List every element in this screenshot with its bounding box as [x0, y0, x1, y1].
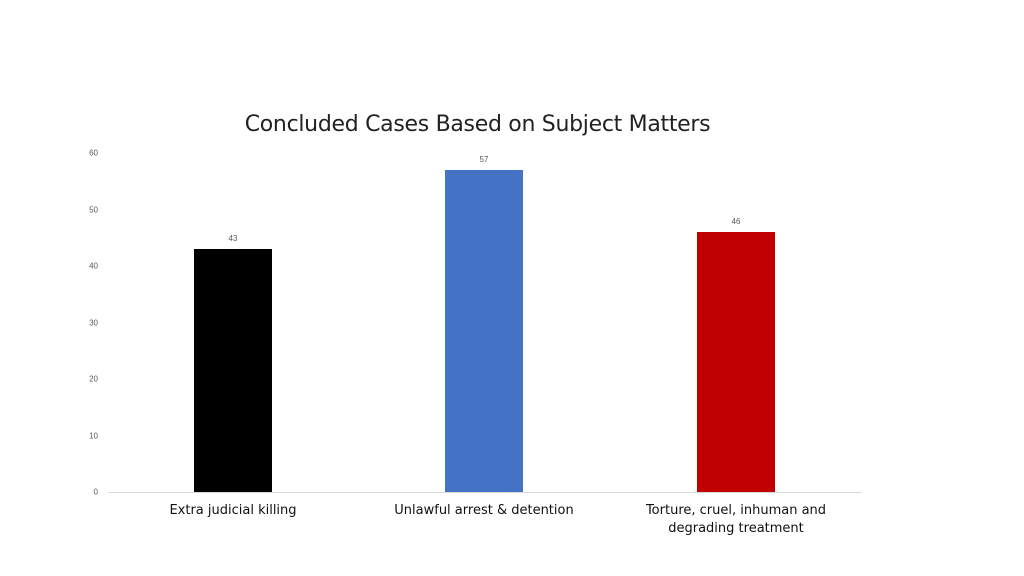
x-label-torture-treatment: Torture, cruel, inhuman and degrading tr…: [645, 503, 827, 536]
y-tick-20: 20: [89, 374, 98, 384]
bar-unlawful-arrest-detention: [445, 170, 523, 492]
y-tick-40: 40: [89, 261, 98, 271]
x-label-extra-judicial-killing: Extra judicial killing: [169, 503, 297, 518]
data-label-extra-judicial-killing: 43: [228, 234, 238, 243]
y-tick-10: 10: [89, 431, 98, 440]
y-tick-60: 60: [89, 148, 98, 158]
chart-title: Concluded Cases Based on Subject Matters: [244, 112, 711, 137]
x-axis-line: [108, 492, 862, 493]
y-tick-50: 50: [89, 205, 98, 214]
data-label-torture-treatment: 46: [731, 217, 741, 226]
data-label-unlawful-arrest-detention: 57: [479, 155, 489, 164]
y-tick-30: 30: [89, 318, 98, 327]
bar-extra-judicial-killing: [194, 249, 272, 492]
x-label-unlawful-arrest-detention: Unlawful arrest & detention: [394, 503, 574, 518]
bar-torture-treatment: [697, 232, 775, 492]
y-tick-0: 0: [93, 487, 98, 497]
